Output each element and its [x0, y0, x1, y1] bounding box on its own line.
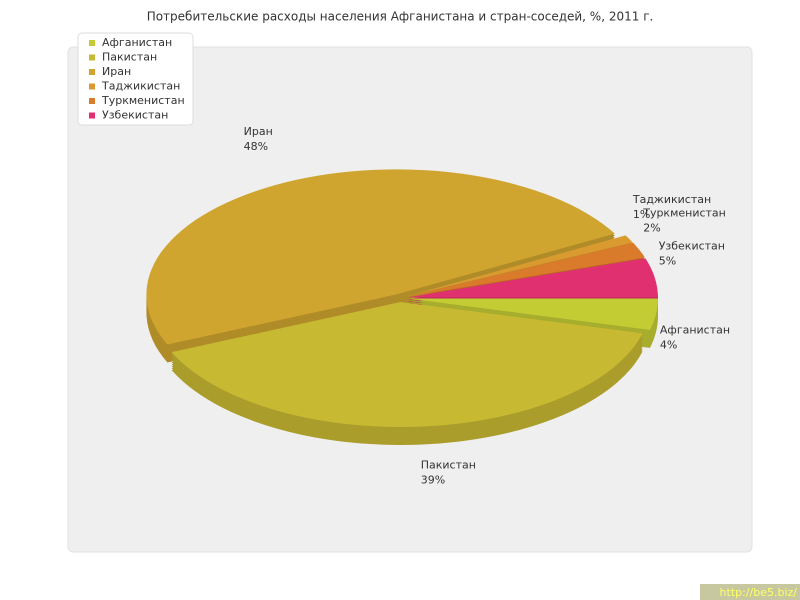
legend-box [77, 32, 194, 126]
slice-value-label: 48% [244, 140, 268, 153]
legend-swatch [89, 40, 95, 46]
legend-label: Афганистан [102, 36, 172, 49]
watermark: http://be5.biz/ [720, 586, 798, 599]
slice-value-label: 5% [659, 255, 676, 268]
slice-label: Афганистан [660, 324, 730, 337]
slice-value-label: 1% [633, 208, 650, 221]
legend-swatch [89, 112, 95, 119]
slice-label: Узбекистан [659, 240, 725, 253]
legend-swatch [89, 54, 95, 61]
slice-label: Туркменистан [642, 206, 726, 219]
slice-value-label: 2% [643, 221, 660, 234]
slice-label: Таджикистан [632, 193, 711, 206]
slice [146, 169, 615, 345]
legend-label: Пакистан [102, 51, 157, 64]
watermark-bg [700, 584, 800, 600]
slice [407, 242, 645, 297]
slice-label: Иран [244, 125, 273, 138]
slice-label: Пакистан [421, 459, 476, 472]
slice [407, 258, 658, 298]
legend-label: Таджикистан [101, 80, 180, 93]
legend-swatch [89, 98, 95, 104]
chart-title: Потребительские расходы населения Афгани… [147, 10, 654, 24]
legend-label: Иран [102, 65, 131, 78]
slice [407, 298, 658, 330]
legend-label: Туркменистан [101, 94, 185, 107]
legend-swatch [89, 83, 95, 90]
slice-value-label: 39% [421, 474, 445, 487]
slice [407, 235, 633, 297]
slice-value-label: 4% [660, 339, 677, 352]
legend-swatch [89, 69, 95, 75]
slice [171, 301, 643, 427]
legend-label: Узбекистан [102, 109, 168, 122]
